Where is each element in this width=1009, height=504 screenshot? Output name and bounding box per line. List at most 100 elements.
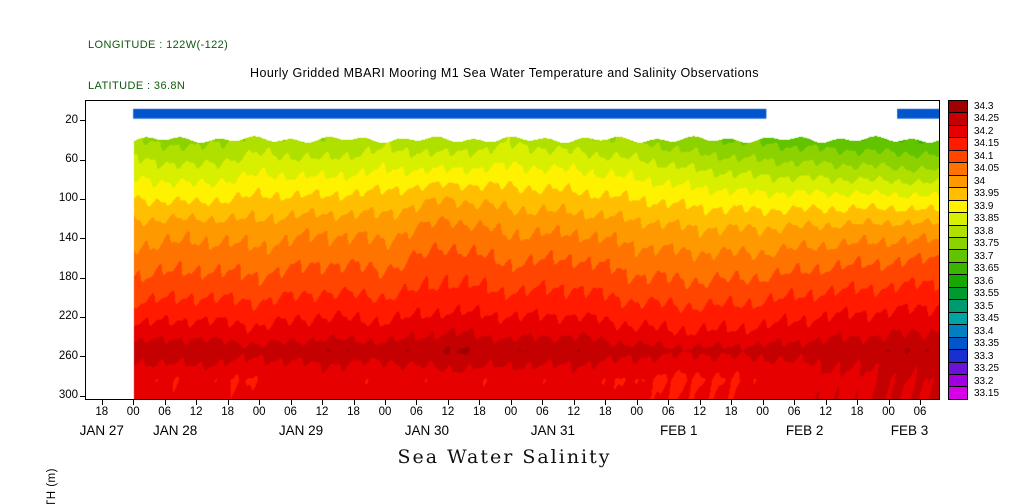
x-date-label: FEB 2 bbox=[785, 423, 824, 438]
x-tick-label: 00 bbox=[756, 406, 770, 418]
colorbar-swatch bbox=[949, 150, 967, 164]
x-tick-label: 00 bbox=[126, 406, 140, 418]
x-tick-label: 18 bbox=[724, 406, 738, 418]
x-tick-mark bbox=[888, 399, 890, 405]
colorbar-swatch bbox=[949, 125, 967, 139]
colorbar-label: 33.9 bbox=[974, 200, 994, 212]
x-tick-label: 06 bbox=[158, 406, 172, 418]
x-tick-label: 12 bbox=[441, 406, 455, 418]
x-tick-label: 12 bbox=[693, 406, 707, 418]
y-tick-mark bbox=[80, 198, 86, 200]
x-tick-mark bbox=[479, 399, 481, 405]
x-tick-label: 06 bbox=[787, 406, 801, 418]
colorbar-swatch bbox=[949, 101, 967, 114]
x-tick-mark bbox=[290, 399, 292, 405]
colorbar-swatch bbox=[949, 163, 967, 176]
chart-title: Hourly Gridded MBARI Mooring M1 Sea Wate… bbox=[250, 66, 759, 80]
x-tick-label: 18 bbox=[95, 406, 109, 418]
x-date-label: FEB 3 bbox=[890, 423, 929, 438]
colorbar-label: 33.7 bbox=[974, 250, 994, 262]
plot-area: 18 00 06 12 18 00 06 12 18 00 06 12 18 00 06 12 18 00 06 12… bbox=[59, 100, 940, 438]
y-tick-label: 180 bbox=[58, 271, 78, 284]
colorbar-label: 33.95 bbox=[974, 188, 1000, 200]
x-tick-label: 00 bbox=[882, 406, 895, 418]
x-tick-mark bbox=[668, 399, 670, 405]
colorbar-label: 33.5 bbox=[974, 300, 994, 312]
x-tick-label: 18 bbox=[347, 406, 360, 418]
colorbar-labels: 34.3 34.25 34.2 34.15 34.1 34.05 34 33.95 33.9 33… bbox=[974, 100, 1008, 400]
colorbar-label: 34.1 bbox=[974, 150, 994, 162]
colorbar-swatch bbox=[949, 337, 967, 351]
x-tick-mark bbox=[794, 399, 796, 405]
colorbar-swatch bbox=[949, 350, 967, 363]
x-tick-mark bbox=[101, 399, 103, 405]
x-tick-label: 12 bbox=[567, 406, 581, 418]
colorbar-label: 34.3 bbox=[974, 100, 994, 112]
colorbar-label: 34.15 bbox=[974, 138, 1000, 150]
colorbar-swatch bbox=[949, 113, 967, 126]
colorbar-label: 33.25 bbox=[974, 363, 1000, 375]
colorbar-swatch bbox=[949, 225, 967, 238]
x-tick-mark bbox=[857, 399, 859, 405]
x-tick-mark bbox=[510, 399, 512, 405]
colorbar-swatch bbox=[949, 250, 967, 263]
colorbar-swatch bbox=[949, 188, 967, 201]
y-tick-label: 60 bbox=[65, 153, 78, 166]
x-tick-label: 00 bbox=[630, 406, 644, 418]
colorbar-swatch bbox=[949, 374, 967, 388]
colorbar-label: 33.3 bbox=[974, 350, 994, 362]
x-tick-mark bbox=[447, 399, 449, 405]
x-tick-mark bbox=[636, 399, 638, 405]
x-date-label: JAN 27 bbox=[79, 423, 124, 438]
y-tick-mark bbox=[80, 356, 86, 358]
x-tick-mark bbox=[384, 399, 386, 405]
x-tick-mark bbox=[699, 399, 701, 405]
colorbar-label: 33.45 bbox=[974, 313, 1000, 325]
x-tick-label: 06 bbox=[661, 406, 675, 418]
x-tick-label: 12 bbox=[315, 406, 329, 418]
x-tick-mark bbox=[920, 399, 922, 405]
colorbar-swatch bbox=[949, 213, 967, 226]
heatmap-canvas bbox=[86, 101, 939, 399]
x-tick-mark bbox=[762, 399, 764, 405]
y-tick-label: 260 bbox=[58, 349, 78, 362]
colorbar-label: 33.6 bbox=[974, 275, 994, 287]
y-tick-label: 300 bbox=[58, 389, 78, 402]
x-tick-label: 18 bbox=[221, 406, 235, 418]
y-axis-title: DEPTH (m) bbox=[46, 468, 58, 504]
colorbar-swatch bbox=[949, 300, 967, 313]
x-tick-mark bbox=[259, 399, 261, 405]
x-tick-mark bbox=[731, 399, 733, 405]
y-tick-mark bbox=[80, 277, 86, 279]
chart-caption: Sea Water Salinity bbox=[397, 446, 612, 468]
x-tick-label: 06 bbox=[535, 406, 549, 418]
colorbar-swatch bbox=[949, 237, 967, 251]
y-tick-mark bbox=[80, 238, 86, 240]
x-date-label: JAN 28 bbox=[153, 423, 198, 438]
x-tick-label: 00 bbox=[504, 406, 518, 418]
x-tick-mark bbox=[825, 399, 827, 405]
colorbar-swatch bbox=[949, 312, 967, 326]
x-tick-mark bbox=[573, 399, 575, 405]
x-tick-label: 00 bbox=[252, 406, 266, 418]
x-tick-mark bbox=[196, 399, 198, 405]
y-tick-mark bbox=[80, 159, 86, 161]
longitude-label: LONGITUDE : 122W(-122) bbox=[88, 39, 229, 51]
colorbar-label: 33.65 bbox=[974, 263, 1000, 275]
colorbar-label: 33.35 bbox=[974, 338, 1000, 350]
x-tick-mark bbox=[164, 399, 166, 405]
x-tick-label: 18 bbox=[472, 406, 486, 418]
y-tick-label: 220 bbox=[58, 310, 78, 323]
x-tick-mark bbox=[605, 399, 607, 405]
x-tick-mark bbox=[227, 399, 229, 405]
colorbar-swatch bbox=[949, 175, 967, 189]
latitude-label: LATITUDE : 36.8N bbox=[88, 79, 186, 92]
x-tick-label: 00 bbox=[378, 406, 392, 418]
colorbar-label: 33.85 bbox=[974, 213, 1000, 225]
x-date-label: JAN 29 bbox=[278, 423, 324, 438]
y-tick-mark bbox=[80, 120, 86, 122]
x-tick-mark bbox=[353, 399, 355, 405]
x-tick-label: 06 bbox=[913, 406, 927, 418]
colorbar-swatch bbox=[949, 287, 967, 301]
